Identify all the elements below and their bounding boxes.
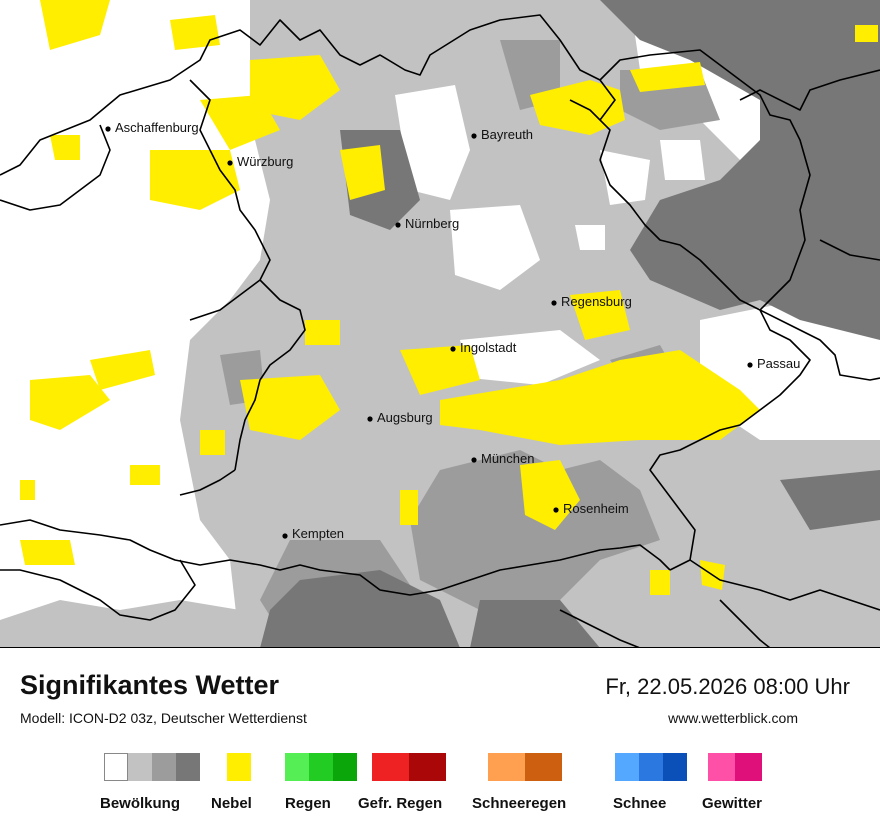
- map-footer: Signifikantes Wetter Modell: ICON-D2 03z…: [0, 648, 880, 830]
- legend-gefr-regen: Gefr. Regen: [358, 753, 446, 812]
- city-label: München: [481, 451, 534, 466]
- city-rosenheim: Rosenheim: [553, 501, 629, 516]
- legend-swatch: [735, 753, 762, 781]
- legend-swatch: [128, 753, 152, 781]
- fog-layer: [20, 0, 878, 595]
- city-nuernberg: Nürnberg: [395, 216, 459, 231]
- city-label: Regensburg: [561, 294, 632, 309]
- city-label: Augsburg: [377, 410, 433, 425]
- legend-label: Regen: [285, 795, 331, 812]
- city-aschaffenburg: Aschaffenburg: [105, 120, 199, 135]
- city-dot: [227, 160, 233, 166]
- legend-swatch: [176, 753, 200, 781]
- city-label: Würzburg: [237, 154, 293, 169]
- legend-swatch: [372, 753, 409, 781]
- city-markers: Aschaffenburg Würzburg Bayreuth Nürnberg…: [105, 120, 800, 541]
- city-label: Rosenheim: [563, 501, 629, 516]
- city-passau: Passau: [747, 356, 800, 371]
- legend-swatch: [663, 753, 687, 781]
- website-url: www.wetterblick.com: [668, 710, 798, 726]
- valid-datetime: Fr, 22.05.2026 08:00 Uhr: [605, 674, 850, 699]
- city-dot: [450, 346, 456, 352]
- legend-swatch: [488, 753, 525, 781]
- legend-swatch: [615, 753, 639, 781]
- cloud-dark-layer: [260, 0, 880, 647]
- city-dot: [747, 362, 753, 368]
- legend-swatch: [227, 753, 251, 781]
- city-kempten: Kempten: [282, 526, 344, 541]
- weather-map: Aschaffenburg Würzburg Bayreuth Nürnberg…: [0, 0, 880, 648]
- city-dot: [105, 126, 111, 132]
- city-dot: [395, 222, 401, 228]
- legend-swatch: [152, 753, 176, 781]
- legend-swatch: [708, 753, 735, 781]
- map-canvas: Aschaffenburg Würzburg Bayreuth Nürnberg…: [0, 0, 880, 647]
- city-ingolstadt: Ingolstadt: [450, 340, 517, 355]
- city-label: Kempten: [292, 526, 344, 541]
- legend-swatch: [409, 753, 446, 781]
- legend-label: Schneeregen: [472, 795, 567, 812]
- city-dot: [553, 507, 559, 513]
- city-dot: [471, 133, 477, 139]
- legend-schnee: Schnee: [613, 753, 687, 812]
- city-label: Nürnberg: [405, 216, 459, 231]
- city-dot: [471, 457, 477, 463]
- city-label: Ingolstadt: [460, 340, 517, 355]
- legend-label: Gefr. Regen: [358, 795, 443, 812]
- legend-gewitter: Gewitter: [702, 753, 762, 812]
- city-label: Passau: [757, 356, 800, 371]
- city-dot: [367, 416, 373, 422]
- legend-swatch: [333, 753, 357, 781]
- city-regensburg: Regensburg: [551, 294, 632, 309]
- city-augsburg: Augsburg: [367, 410, 433, 425]
- city-muenchen: München: [471, 451, 534, 466]
- legend-bewoelkung: Bewölkung: [100, 753, 200, 812]
- legend-label: Bewölkung: [100, 795, 181, 812]
- legend-schneeregen: Schneeregen: [472, 753, 566, 812]
- legend-label: Nebel: [211, 795, 252, 812]
- city-dot: [551, 300, 557, 306]
- city-label: Aschaffenburg: [115, 120, 199, 135]
- legend-swatch: [104, 753, 128, 781]
- legend-swatch: [285, 753, 309, 781]
- city-bayreuth: Bayreuth: [471, 127, 533, 142]
- legend-label: Schnee: [613, 795, 667, 812]
- legend-label: Gewitter: [702, 795, 763, 812]
- legend-swatch: [639, 753, 663, 781]
- city-label: Bayreuth: [481, 127, 533, 142]
- legend-swatch: [309, 753, 333, 781]
- model-info: Modell: ICON-D2 03z, Deutscher Wetterdie…: [20, 710, 307, 726]
- legend-nebel: Nebel: [211, 753, 252, 812]
- border-lines: [0, 14, 880, 647]
- legend-regen: Regen: [285, 753, 357, 812]
- map-title: Signifikantes Wetter: [20, 670, 280, 700]
- city-dot: [282, 533, 288, 539]
- legend-swatch: [525, 753, 562, 781]
- city-wuerzburg: Würzburg: [227, 154, 293, 169]
